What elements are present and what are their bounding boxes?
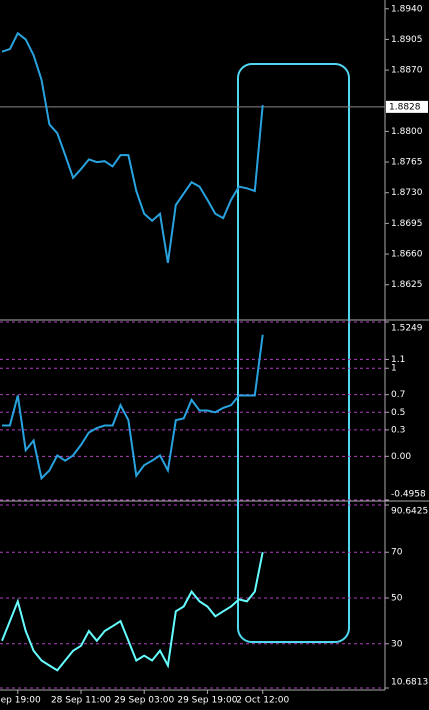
last-price-label: 1.8828 [389,102,421,112]
y-tick-label: -0.4958 [391,490,426,500]
y-tick-label: 1.1 [391,355,405,365]
y-tick-label: 1.8800 [391,127,423,137]
y-tick-label: 1 [391,364,397,374]
y-tick-label: 1.8940 [391,4,423,14]
x-tick-label: 2 Oct 12:00 [236,696,289,706]
y-tick-label: 70 [391,548,403,558]
indicator-line [2,334,264,481]
y-tick-label: 1.8870 [391,66,423,76]
indicator-line [1,31,264,263]
x-tick-label: 29 Sep 19:00 [177,696,237,706]
y-tick-label: 0.5 [391,408,405,418]
y-tick-label: 1.8905 [391,35,423,45]
y-tick-label: 1.8695 [391,219,423,229]
y-tick-label: 1.8765 [391,158,423,168]
last-price-box [386,100,428,113]
y-tick-label: 0.00 [391,452,411,462]
y-tick-label: 1.8730 [391,188,423,198]
x-tick-label: 29 Sep 03:00 [114,696,174,706]
x-tick-label: 28 Sep 11:00 [51,696,111,706]
y-tick-label: 0.7 [391,390,405,400]
y-tick-label: 30 [391,639,403,649]
y-tick-label: 90.6425 [391,507,428,517]
highlight-box [237,63,350,643]
y-tick-label: 1.5249 [391,324,423,334]
x-tick-label: Sep 19:00 [0,696,41,706]
y-tick-label: 50 [391,594,403,604]
y-tick-label: 10.6813 [391,678,428,688]
y-tick-label: 0.3 [391,425,405,435]
y-tick-label: 1.8625 [391,280,423,290]
y-tick-label: 1.8660 [391,250,423,260]
indicator-line [1,552,264,672]
